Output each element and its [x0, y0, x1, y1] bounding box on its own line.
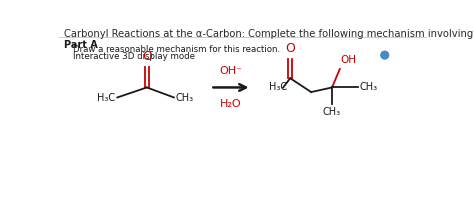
Text: OH: OH	[341, 55, 356, 65]
Text: i: i	[383, 51, 386, 60]
Text: O: O	[285, 42, 295, 55]
Text: CH₃: CH₃	[359, 82, 377, 92]
Text: OH⁻: OH⁻	[219, 66, 242, 76]
Text: Interactive 3D display mode: Interactive 3D display mode	[73, 52, 195, 61]
Text: H₃C: H₃C	[97, 93, 115, 103]
Text: CH₃: CH₃	[175, 93, 193, 103]
Text: Part A: Part A	[64, 40, 98, 50]
Text: O: O	[142, 50, 152, 63]
Circle shape	[381, 51, 389, 59]
Text: Carbonyl Reactions at the α-Carbon: Complete the following mechanism involving p: Carbonyl Reactions at the α-Carbon: Comp…	[64, 29, 474, 39]
Text: H₃C: H₃C	[268, 82, 287, 92]
Text: H₂O: H₂O	[220, 99, 241, 109]
Text: Draw a reasonable mechanism for this reaction.: Draw a reasonable mechanism for this rea…	[73, 45, 280, 54]
Text: CH₃: CH₃	[323, 107, 341, 117]
